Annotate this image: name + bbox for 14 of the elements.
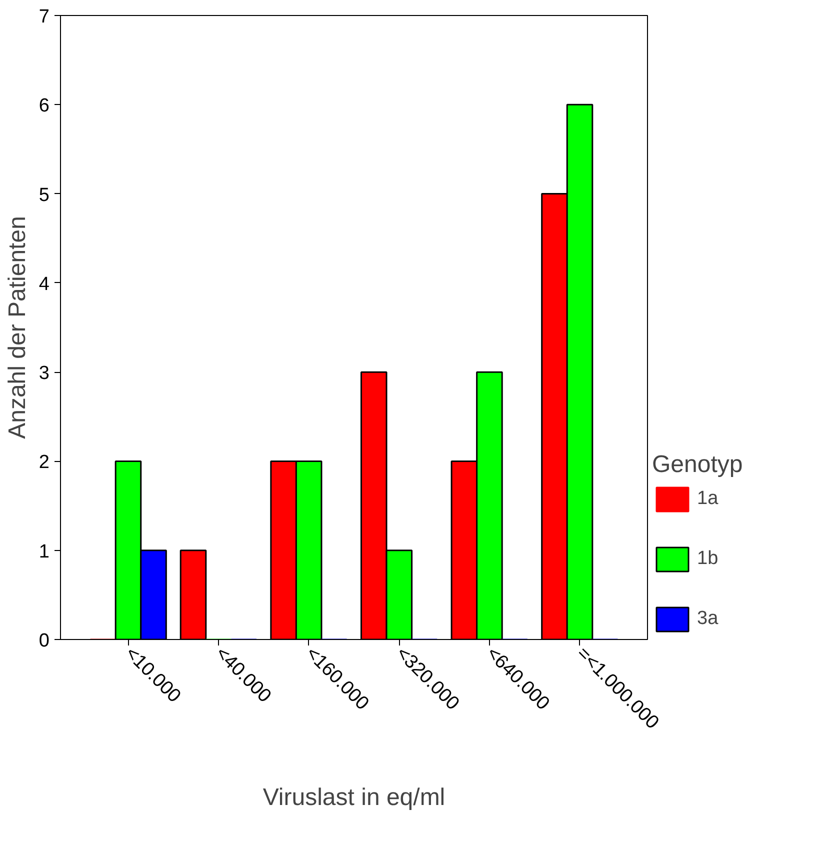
y-tick-label: 1 [38, 541, 50, 562]
y-axis-title: Anzahl der Patienten [4, 216, 31, 439]
y-tick-label: 6 [38, 96, 50, 117]
legend-label: 1a [697, 488, 718, 510]
y-tick-label: 5 [38, 184, 50, 206]
y-tick-label: 0 [38, 630, 50, 652]
legend-label: 1b [697, 548, 718, 570]
legend-label: 3a [697, 608, 718, 630]
x-axis-title: Viruslast in eq/ml [262, 784, 446, 811]
y-tick-label: 3 [38, 363, 50, 384]
y-tick-label: 7 [38, 6, 50, 28]
legend-title: Genotyp [652, 451, 743, 479]
y-tick-label: 2 [38, 452, 50, 474]
y-tick-label: 4 [38, 274, 50, 295]
